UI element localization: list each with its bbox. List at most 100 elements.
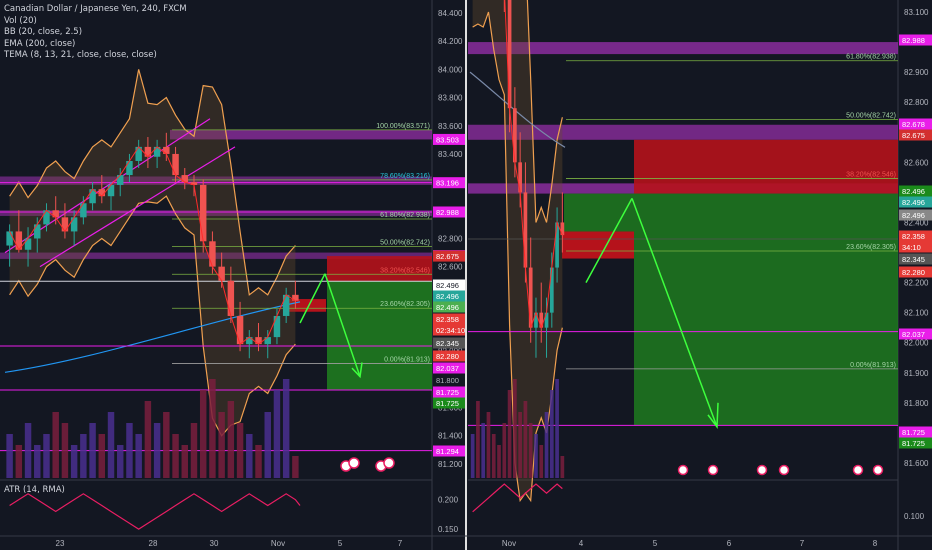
volume-bar-right	[539, 445, 544, 478]
volume-bar-left	[153, 423, 161, 478]
candle-left	[107, 184, 115, 197]
left-price-tag-2	[433, 206, 465, 218]
right-time-tick-5: 8	[873, 539, 878, 548]
left-time-tick-2: 30	[210, 539, 219, 548]
right-price-tag-3	[899, 185, 932, 197]
legend-tema: TEMA (8, 13, 21, close, close, close)	[4, 50, 157, 60]
zone-right-2	[468, 124, 898, 140]
candle-left	[117, 175, 124, 185]
volume-bar-left	[80, 434, 87, 478]
volume-bar-right	[497, 445, 501, 478]
volume-bar-left	[246, 434, 253, 478]
right-price-tick-1: 82.900	[904, 68, 929, 77]
candle-left	[181, 175, 188, 183]
candle-left	[209, 241, 216, 267]
arrowhead-left	[351, 362, 363, 379]
volume-bar-right	[476, 401, 480, 478]
left-price-tick-4: 83.600	[438, 122, 463, 131]
left-price-tag-8	[433, 313, 465, 325]
volume-bar-left	[144, 401, 152, 478]
left-price-tag-text-16: 81.294	[436, 447, 459, 456]
right-price-tag-2	[899, 129, 932, 141]
left-time-tick-5: 7	[398, 539, 403, 548]
candle-right	[528, 267, 533, 328]
left-price-tag-7	[433, 301, 465, 313]
right-price-tag-text-9: 82.280	[902, 268, 925, 277]
legend-bb: BB (20, close, 2.5)	[4, 27, 83, 37]
candle-left	[172, 153, 179, 176]
right-price-tag-1	[899, 118, 932, 130]
left-price-tick-1: 84.200	[438, 37, 463, 46]
volume-bar-left	[282, 379, 290, 478]
fib-label-left-4: 38.20%(82.546)	[380, 267, 430, 274]
volume-bar-left	[34, 445, 41, 478]
candle-left	[246, 337, 253, 345]
arrow-down-right	[631, 198, 718, 428]
candle-left	[227, 280, 235, 316]
left-time-tick-1: 28	[149, 539, 158, 548]
left-atr-tick-1: 0.150	[438, 525, 459, 534]
candle-left	[163, 146, 170, 154]
left-price-tag-1	[433, 177, 465, 189]
volume-bar-left	[126, 423, 133, 478]
tema-left	[9, 146, 296, 345]
zone-left-5	[0, 252, 432, 259]
right-price-tag-9	[899, 266, 932, 278]
event-icon-right-5	[872, 464, 884, 476]
right-price-tag-text-4: 82.496	[902, 198, 925, 207]
candle-left	[199, 184, 207, 242]
right-price-tag-text-3: 82.496	[902, 187, 925, 196]
left-price-tag-16	[433, 445, 465, 457]
right-price-tag-12	[899, 437, 932, 449]
atr-line-left	[9, 493, 301, 530]
right-time-tick-1: 4	[579, 539, 584, 548]
atr-line-right	[472, 483, 563, 513]
fib-label-left-1: 78.60%(83.216)	[380, 173, 430, 180]
candle-left	[236, 315, 244, 345]
fib-label-right-0: 61.80%(82.938)	[846, 54, 896, 61]
atr-legend: ATR (14, RMA)	[4, 485, 65, 495]
right-price-tag-8	[899, 253, 932, 265]
candle-left	[282, 294, 290, 316]
right-price-tag-text-11: 81.725	[902, 428, 925, 437]
volume-bar-left	[24, 423, 32, 478]
volume-bar-right	[470, 434, 475, 478]
fib-label-left-3: 50.00%(82.742)	[380, 240, 430, 247]
volume-bar-left	[236, 423, 244, 478]
event-icon-right-3	[778, 464, 790, 476]
volume-bar-right	[518, 412, 522, 478]
candle-left	[126, 160, 133, 176]
candle-left	[24, 238, 32, 250]
candle-right	[560, 222, 565, 236]
volume-bar-right	[491, 434, 496, 478]
candle-left	[98, 189, 106, 197]
candle-right	[549, 267, 554, 313]
zone-left-top	[170, 129, 432, 140]
right-time-tick-0: Nov	[502, 539, 516, 548]
volume-bar-left	[117, 445, 124, 478]
volume-bar-right	[507, 390, 512, 478]
left-price-tag-text-10: 82.345	[436, 339, 459, 348]
left-price-tag-9	[433, 324, 465, 336]
volume-bar-right	[528, 423, 533, 478]
bb-band-fill-right	[472, 0, 563, 501]
arrow-up-left	[299, 273, 326, 324]
volume-bar-right	[523, 401, 528, 478]
candle-left	[34, 224, 41, 239]
candle-left	[153, 146, 161, 157]
chart-legend: Canadian Dollar / Japanese Yen, 240, FXC…	[4, 4, 187, 62]
left-price-tag-text-8: 82.358	[436, 315, 459, 324]
fib-label-right-4: 0.00%(81.913)	[850, 362, 896, 369]
zone-left-3	[0, 176, 432, 185]
arrow-up-right	[585, 198, 633, 283]
volume-bar-left	[163, 412, 170, 478]
right-price-tick-6: 82.100	[904, 309, 929, 318]
volume-bar-left	[190, 423, 198, 478]
volume-bar-left	[135, 434, 142, 478]
left-price-tick-9: 82.600	[438, 263, 463, 272]
left-price-tick-16: 81.200	[438, 460, 463, 469]
event-icon-right-2	[756, 464, 768, 476]
volume-bar-right	[555, 379, 559, 478]
left-price-tag-text-4: 82.675	[436, 252, 459, 261]
